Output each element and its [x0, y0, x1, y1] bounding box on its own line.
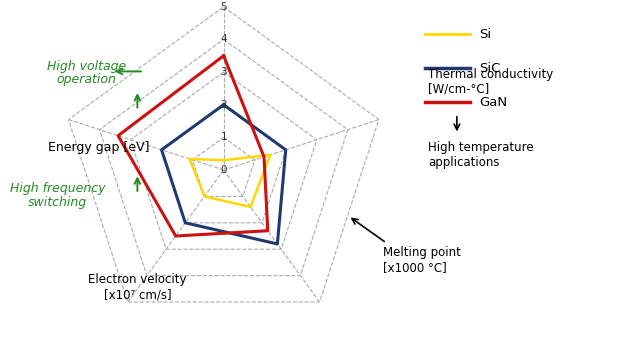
Text: GaN: GaN — [479, 96, 507, 108]
Text: switching: switching — [28, 196, 87, 209]
Text: Energy gap [eV]: Energy gap [eV] — [48, 141, 150, 154]
Text: 3: 3 — [220, 67, 227, 77]
Text: 2: 2 — [220, 100, 227, 110]
Text: 5: 5 — [220, 2, 227, 12]
Text: 0: 0 — [220, 165, 227, 175]
Text: High temperature
applications: High temperature applications — [428, 141, 534, 169]
Text: High frequency: High frequency — [10, 182, 105, 195]
Text: 1: 1 — [220, 132, 227, 142]
Text: Electron velocity
[x10⁷ cm/s]: Electron velocity [x10⁷ cm/s] — [88, 273, 187, 301]
Text: operation: operation — [56, 73, 116, 86]
Text: Thermal conductivity
[W/cm-°C]: Thermal conductivity [W/cm-°C] — [428, 68, 553, 96]
Text: SiC: SiC — [479, 62, 500, 74]
Text: 4: 4 — [220, 34, 227, 45]
Text: High voltage: High voltage — [47, 60, 126, 73]
Text: Si: Si — [479, 28, 491, 40]
Text: Melting point
[x1000 °C]: Melting point [x1000 °C] — [383, 246, 461, 274]
